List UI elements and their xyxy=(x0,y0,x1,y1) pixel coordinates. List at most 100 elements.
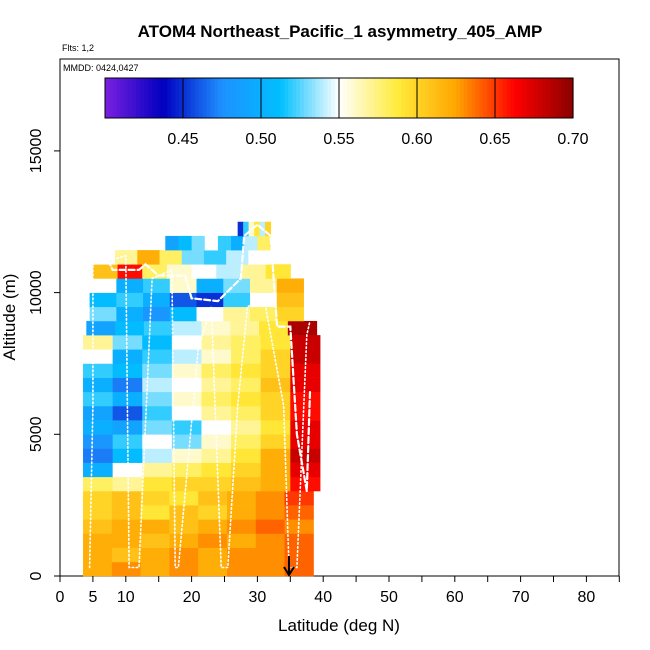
colorbar-segment xyxy=(495,78,500,118)
heatmap-cell xyxy=(198,505,228,520)
colorbar-segment xyxy=(452,78,457,118)
colorbar-segment xyxy=(319,78,324,118)
colorbar-segment xyxy=(534,78,539,118)
heatmap-cell xyxy=(265,264,291,279)
colorbar-segment xyxy=(498,78,504,118)
heatmap-cell xyxy=(112,335,143,350)
colorbar-segment xyxy=(397,78,402,118)
heatmap-cell xyxy=(201,335,232,350)
colorbar-segment xyxy=(530,78,535,118)
colorbar-segment xyxy=(409,78,414,118)
heatmap-cell xyxy=(142,476,173,492)
heatmap-cell xyxy=(83,349,114,364)
heatmap-cell xyxy=(112,434,143,449)
colorbar-segment xyxy=(401,78,406,118)
colorbar-segment xyxy=(565,78,570,118)
heatmap-cell xyxy=(89,292,117,308)
colorbar-segment xyxy=(448,78,453,118)
colorbar-segment xyxy=(183,78,188,118)
colorbar-segment xyxy=(378,78,383,118)
colorbar-segment xyxy=(432,78,438,118)
heatmap-cell xyxy=(83,377,114,393)
heatmap-cell xyxy=(255,561,286,577)
colorbar-segment xyxy=(463,78,469,118)
heatmap-cell xyxy=(172,320,202,336)
heatmap-cell xyxy=(240,264,267,279)
heatmap-cell xyxy=(284,561,314,577)
heatmap-cell xyxy=(198,490,228,506)
colorbar-segment xyxy=(155,78,161,118)
heatmap-cell xyxy=(169,292,198,308)
heatmap-cell xyxy=(198,547,228,563)
heatmap-cell xyxy=(169,278,198,293)
heatmap-cell xyxy=(201,363,232,378)
colorbar-segment xyxy=(569,78,574,118)
colorbar-tick-label: 0.50 xyxy=(245,131,276,148)
colorbar-tick-label: 0.55 xyxy=(323,131,354,148)
colorbar-segment xyxy=(105,78,110,118)
colorbar-segment xyxy=(214,78,219,118)
heatmap-cell xyxy=(142,434,173,449)
heatmap-cell xyxy=(226,561,257,577)
heatmap-cell xyxy=(171,349,202,364)
colorbar-segment xyxy=(136,78,141,118)
heatmap-cell xyxy=(260,420,291,435)
heatmap-cell xyxy=(111,505,142,520)
colorbar-segment xyxy=(456,78,461,118)
heatmap-cell xyxy=(201,420,232,435)
heatmap-cell xyxy=(112,405,143,421)
heatmap-cell xyxy=(83,505,113,520)
colorbar-segment xyxy=(475,78,480,118)
heatmap-cell xyxy=(142,363,173,378)
heatmap-cell xyxy=(83,405,114,421)
colorbar-segment xyxy=(124,78,129,118)
colorbar-segment xyxy=(151,78,157,118)
colorbar-segment xyxy=(288,78,293,118)
colorbar-segment xyxy=(502,78,508,118)
heatmap-cell xyxy=(89,278,117,293)
heatmap-cell xyxy=(231,476,262,492)
heatmap-cell xyxy=(260,391,291,407)
plot-frame xyxy=(59,58,620,577)
heatmap-cell xyxy=(260,335,291,350)
colorbar-segment xyxy=(381,78,387,118)
colorbar-segment xyxy=(233,78,239,118)
heatmap-cell xyxy=(226,519,257,534)
x-tick-label: 40 xyxy=(314,589,332,606)
heatmap-cell xyxy=(203,250,227,265)
colorbar-segment xyxy=(249,78,254,118)
heatmap-cell xyxy=(201,476,232,492)
heatmap-cell xyxy=(83,462,114,478)
heatmap-cell xyxy=(92,264,119,279)
heatmap-cell xyxy=(254,221,261,237)
heatmap-cell xyxy=(290,335,321,350)
heatmap-cell xyxy=(290,448,321,463)
colorbar-segment xyxy=(526,78,531,118)
colorbar-segment xyxy=(264,78,270,118)
heatmap-cell xyxy=(171,335,202,350)
heatmap-cell xyxy=(143,306,171,322)
colorbar-segment xyxy=(362,78,367,118)
heatmap-cell xyxy=(140,505,170,520)
colorbar-tick-label: 0.45 xyxy=(167,131,198,148)
colorbar-segment xyxy=(171,78,176,118)
heatmap-cell xyxy=(83,448,114,463)
heatmap-cell xyxy=(169,505,199,520)
heatmap-cell xyxy=(260,349,291,364)
heatmap-cell xyxy=(290,420,321,435)
colorbar-segment xyxy=(311,78,317,118)
heatmap-cell xyxy=(255,490,286,506)
heatmap-cell xyxy=(142,462,173,478)
marker-arrow-head xyxy=(283,566,295,577)
heatmap-cell xyxy=(143,278,171,293)
heatmap-cell xyxy=(117,264,143,279)
colorbar-segment xyxy=(284,78,289,118)
heatmap-cell xyxy=(231,462,262,478)
heatmap-cell xyxy=(290,462,321,478)
colorbar-segment xyxy=(510,78,516,118)
colorbar-segment xyxy=(428,78,434,118)
colorbar-segment xyxy=(557,78,562,118)
colorbar-segment xyxy=(471,78,477,118)
flights-annotation: Flts: 1,2 xyxy=(62,43,94,53)
